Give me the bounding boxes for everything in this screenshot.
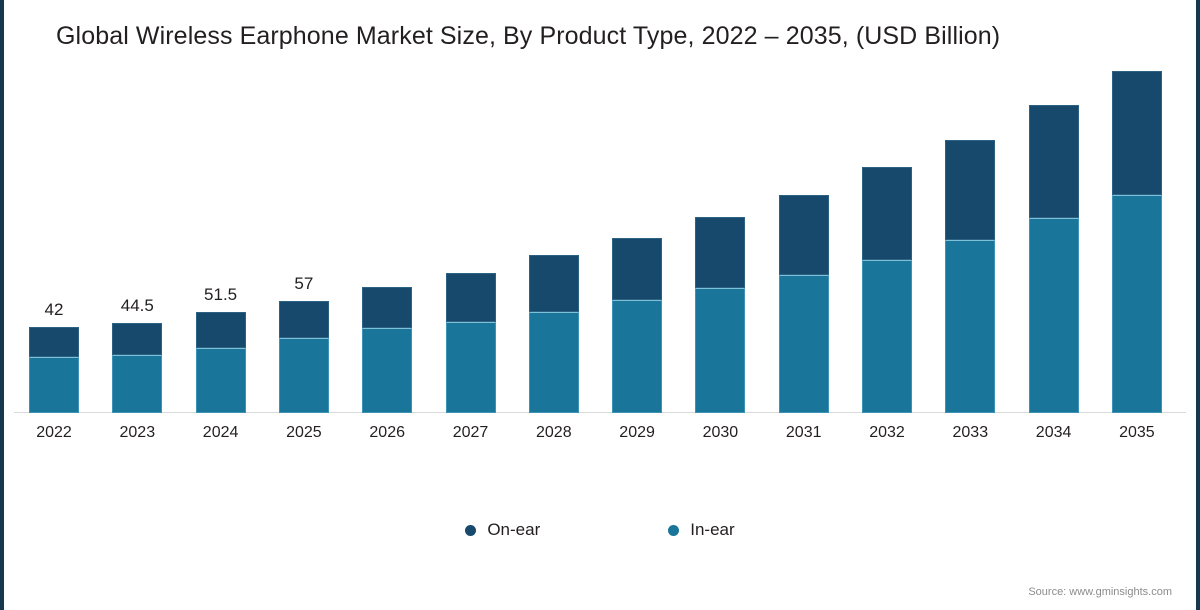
bar-segment-in-ear[interactable] bbox=[1111, 195, 1162, 413]
frame-edge-right bbox=[1196, 0, 1200, 610]
chart-title: Global Wireless Earphone Market Size, By… bbox=[56, 22, 1001, 50]
bar-segment-on-ear[interactable] bbox=[29, 327, 79, 357]
bar-group[interactable]: 57 bbox=[278, 274, 329, 413]
stacked-bar[interactable] bbox=[528, 255, 579, 413]
bar-segment-in-ear[interactable] bbox=[1028, 218, 1079, 413]
stacked-bar[interactable] bbox=[195, 312, 246, 413]
bar-segment-in-ear[interactable] bbox=[612, 300, 663, 413]
bar-segment-on-ear[interactable] bbox=[528, 255, 579, 312]
stacked-bar[interactable] bbox=[278, 301, 329, 413]
x-axis-category-labels: 2022 2023 2024 2025 2026 2027 2028 2029 2030 2031… bbox=[0, 424, 1200, 450]
bar-segment-on-ear[interactable] bbox=[278, 301, 329, 338]
bar-segment-in-ear[interactable] bbox=[445, 322, 496, 413]
legend-swatch-icon bbox=[668, 524, 680, 536]
x-axis-label-2028: 2028 bbox=[536, 424, 572, 441]
x-axis-label-2022: 2022 bbox=[36, 424, 72, 441]
bar-value-label: 42 bbox=[44, 300, 64, 319]
bar-group[interactable] bbox=[1111, 71, 1162, 413]
plot-area: 42 44.5 51.5 57 bbox=[14, 71, 1186, 413]
stacked-bar[interactable] bbox=[695, 217, 746, 413]
x-axis-label-2023: 2023 bbox=[119, 424, 156, 441]
bar-group[interactable]: 44.5 bbox=[112, 296, 163, 413]
stacked-bar[interactable] bbox=[1028, 105, 1079, 413]
bar-segment-on-ear[interactable] bbox=[1111, 71, 1162, 195]
bar-segment-on-ear[interactable] bbox=[695, 217, 746, 288]
bar-segment-on-ear[interactable] bbox=[195, 312, 246, 348]
x-axis-line bbox=[14, 412, 1186, 413]
bar-segment-in-ear[interactable] bbox=[112, 355, 163, 413]
bar-segment-in-ear[interactable] bbox=[778, 275, 829, 413]
stacked-bar[interactable] bbox=[29, 327, 79, 413]
bar-group[interactable] bbox=[445, 273, 496, 413]
legend-item-in-ear[interactable]: In-ear bbox=[668, 520, 735, 540]
stacked-bar[interactable] bbox=[112, 323, 163, 413]
x-axis-label-2035: 2035 bbox=[1119, 424, 1155, 441]
stacked-bar[interactable] bbox=[778, 195, 829, 413]
bar-segment-on-ear[interactable] bbox=[445, 273, 496, 322]
bar-group[interactable] bbox=[528, 255, 579, 413]
legend-label: In-ear bbox=[690, 520, 735, 539]
bar-segment-on-ear[interactable] bbox=[112, 323, 163, 355]
bar-group[interactable]: 51.5 bbox=[195, 285, 246, 413]
x-axis-label-2026: 2026 bbox=[369, 424, 405, 441]
bar-group[interactable]: 42 bbox=[29, 300, 79, 413]
legend-label: On-ear bbox=[487, 520, 541, 539]
x-axis-label-2030: 2030 bbox=[702, 424, 739, 441]
bar-group[interactable] bbox=[862, 167, 912, 413]
x-axis-label-2025: 2025 bbox=[286, 424, 322, 441]
legend-item-on-ear[interactable]: On-ear bbox=[465, 520, 540, 540]
stacked-bar[interactable] bbox=[612, 238, 663, 413]
bar-segment-on-ear[interactable] bbox=[1028, 105, 1079, 218]
source-note: Source: www.gminsights.com bbox=[1028, 586, 1172, 598]
stacked-bar[interactable] bbox=[862, 167, 912, 413]
bar-segment-in-ear[interactable] bbox=[528, 312, 579, 413]
bar-segment-on-ear[interactable] bbox=[778, 195, 829, 275]
bar-group[interactable] bbox=[612, 238, 663, 413]
bar-group[interactable] bbox=[695, 217, 746, 413]
bar-segment-in-ear[interactable] bbox=[29, 357, 79, 413]
bar-segment-in-ear[interactable] bbox=[362, 328, 413, 413]
stacked-bar[interactable] bbox=[362, 287, 413, 413]
x-axis-label-2031: 2031 bbox=[785, 424, 822, 441]
bar-group[interactable] bbox=[362, 287, 413, 413]
bar-value-label: 44.5 bbox=[120, 296, 154, 315]
bar-segment-in-ear[interactable] bbox=[195, 348, 246, 413]
chart-legend: On-ear In-ear bbox=[0, 520, 1200, 540]
bar-segment-in-ear[interactable] bbox=[278, 338, 329, 413]
bar-value-label: 57 bbox=[294, 274, 314, 293]
bar-value-label: 51.5 bbox=[204, 285, 238, 304]
x-axis-label-2027: 2027 bbox=[452, 424, 489, 441]
x-axis-label-2034: 2034 bbox=[1035, 424, 1072, 441]
legend-swatch-icon bbox=[465, 524, 477, 536]
bar-segment-on-ear[interactable] bbox=[862, 167, 912, 260]
bar-segment-in-ear[interactable] bbox=[862, 260, 912, 413]
bar-group[interactable] bbox=[945, 140, 996, 413]
bar-segment-on-ear[interactable] bbox=[945, 140, 996, 240]
stacked-bar[interactable] bbox=[1111, 71, 1162, 413]
x-axis-label-2033: 2033 bbox=[952, 424, 989, 441]
bar-segment-on-ear[interactable] bbox=[362, 287, 413, 328]
stacked-bar[interactable] bbox=[445, 273, 496, 413]
bar-segment-on-ear[interactable] bbox=[612, 238, 663, 300]
x-axis-label-2029: 2029 bbox=[619, 424, 655, 441]
frame-edge-left bbox=[0, 0, 4, 610]
x-axis-label-2032: 2032 bbox=[869, 424, 905, 441]
stacked-bar[interactable] bbox=[945, 140, 996, 413]
bar-segment-in-ear[interactable] bbox=[695, 288, 746, 413]
bar-segment-in-ear[interactable] bbox=[945, 240, 996, 413]
bar-group[interactable] bbox=[778, 195, 829, 413]
x-axis-label-2024: 2024 bbox=[202, 424, 239, 441]
bar-group[interactable] bbox=[1028, 105, 1079, 413]
